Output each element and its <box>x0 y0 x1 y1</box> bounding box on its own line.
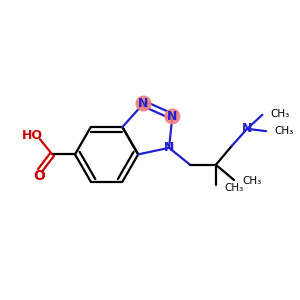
Text: N: N <box>164 141 174 154</box>
Text: CH₃: CH₃ <box>271 109 290 118</box>
Text: O: O <box>33 169 45 183</box>
Text: HO: HO <box>22 129 43 142</box>
Text: N: N <box>167 110 178 123</box>
Circle shape <box>136 96 151 111</box>
Text: N: N <box>242 122 252 135</box>
Text: CH₃: CH₃ <box>243 176 262 186</box>
Circle shape <box>165 109 180 124</box>
Text: N: N <box>138 97 149 110</box>
Text: CH₃: CH₃ <box>225 183 244 193</box>
Text: CH₃: CH₃ <box>274 126 294 136</box>
